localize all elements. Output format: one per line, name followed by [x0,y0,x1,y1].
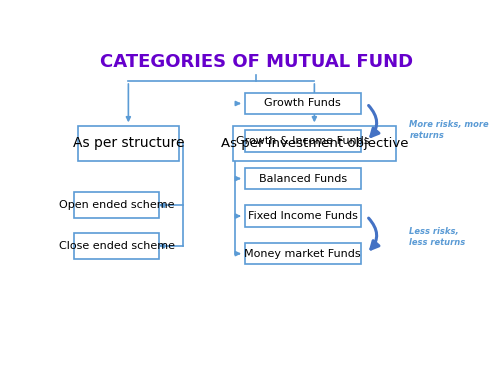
FancyBboxPatch shape [74,232,160,259]
FancyBboxPatch shape [244,243,361,264]
FancyBboxPatch shape [244,93,361,114]
Text: Balanced Funds: Balanced Funds [258,174,347,183]
FancyBboxPatch shape [78,126,179,160]
Text: Growth & Income Funds: Growth & Income Funds [236,136,370,146]
FancyBboxPatch shape [244,168,361,189]
Text: Fixed Income Funds: Fixed Income Funds [248,211,358,221]
Text: As per structure: As per structure [72,136,184,150]
Text: Close ended scheme: Close ended scheme [59,241,175,250]
Text: Open ended scheme: Open ended scheme [59,200,174,210]
Text: As per investment objective: As per investment objective [220,136,408,150]
Text: Less risks,
less returns: Less risks, less returns [410,227,466,247]
Text: More risks, more
returns: More risks, more returns [410,120,489,140]
Text: CATEGORIES OF MUTUAL FUND: CATEGORIES OF MUTUAL FUND [100,53,413,71]
FancyBboxPatch shape [233,126,396,160]
FancyBboxPatch shape [244,205,361,227]
Text: Money market Funds: Money market Funds [244,249,361,259]
Text: Growth Funds: Growth Funds [264,99,341,108]
FancyBboxPatch shape [244,130,361,152]
FancyBboxPatch shape [74,192,160,218]
